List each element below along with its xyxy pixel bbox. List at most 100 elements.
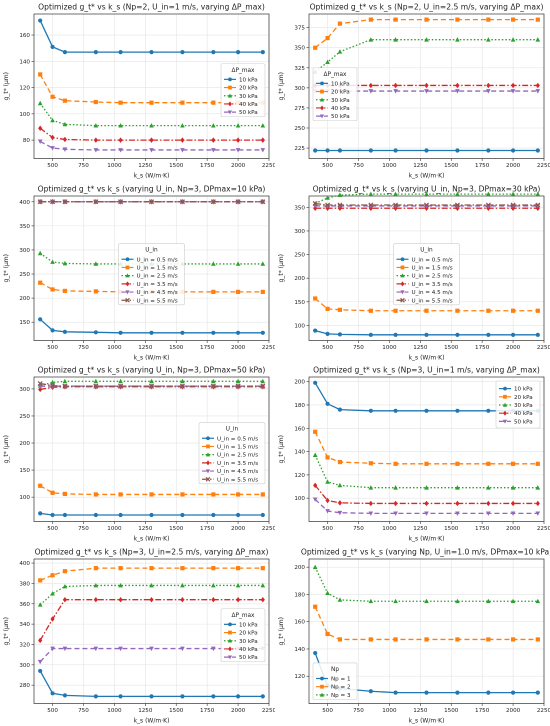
legend: 10 kPa 20 kPa 30 kPa 40 kPa 50 kPa [495,380,541,429]
y-tick-label: 200 [294,380,305,386]
data-point [393,37,398,42]
legend-box [393,242,460,305]
data-point [368,191,374,196]
data-point [486,17,491,22]
y-tick-label: 320 [19,642,30,648]
data-point [118,383,124,389]
data-point [62,121,68,127]
data-point [510,82,516,89]
data-point [50,690,55,695]
legend-label: U_in = 4.5 m/s [137,290,178,296]
data-point [325,509,330,514]
data-point [38,280,43,285]
y-tick-label: 380 [19,581,30,587]
data-point [149,100,154,105]
data-point [260,582,266,587]
data-point [180,330,185,335]
legend-box [312,662,358,700]
data-point [535,511,541,516]
data-point [50,286,55,292]
data-point [118,100,123,105]
data-point [337,148,343,153]
data-point [235,289,241,294]
data-point [180,123,185,128]
x-axis-label: k_s (W/m·K) [134,354,170,361]
data-point [393,636,398,642]
data-point [118,49,123,55]
y-tick-label: 250 [294,126,305,132]
legend: ΔP_max 10 kPa 20 kPa 30 kPa 40 kPa 50 kPa [220,63,266,118]
data-point [424,485,429,490]
data-point [50,327,55,332]
y-tick-label: 280 [19,683,30,689]
legend-marker [319,692,325,697]
x-tick-label: 1500 [444,708,459,714]
data-point [393,500,398,507]
chart-title: Optimized g_t* vs k_s (Np=2, U_in=1 m/s,… [38,3,265,12]
data-point [337,407,343,412]
data-point [455,511,460,516]
y-tick-label: 120 [294,473,305,479]
legend-label: U_in = 2.5 m/s [137,273,178,279]
x-tick-label: 500 [322,163,333,169]
data-point [118,492,123,497]
legend-box [495,380,541,429]
data-point [235,123,241,128]
x-tick-label: 500 [322,526,333,532]
y-tick-label: 350 [294,46,305,52]
data-point [211,596,216,602]
data-point [423,201,430,207]
data-point [50,590,55,595]
data-point [393,89,398,94]
data-point [368,148,373,153]
x-tick-label: 1000 [382,345,397,351]
data-point [535,689,540,695]
data-point [455,461,460,466]
y-axis-label: g_t* (μm) [278,254,285,282]
data-point [118,646,123,651]
data-point [50,512,55,518]
data-point [50,146,55,151]
data-point [235,378,241,384]
data-point [38,72,43,77]
data-point [180,492,185,497]
x-tick-label: 2000 [231,345,246,351]
data-point [260,260,266,266]
data-point [37,659,43,664]
x-tick-label: 2250 [262,708,275,714]
data-point [510,332,516,337]
data-point [260,123,266,128]
x-tick-label: 500 [47,163,58,169]
data-point [211,148,216,153]
data-point [485,201,491,207]
plot-frame [308,558,545,704]
data-point [38,316,43,321]
series-line [315,202,538,206]
y-tick-label: 150 [294,299,305,305]
data-point [325,331,330,336]
y-tick-label: 400 [19,561,30,567]
data-point [313,650,318,655]
legend-marker [228,101,232,107]
legend-label: Np = 2 [331,684,351,690]
data-point [260,198,266,204]
data-point [118,512,123,518]
data-point [235,383,241,389]
y-tick-label: 140 [294,450,305,456]
legend-marker [227,93,233,98]
x-tick-label: 1250 [138,345,153,351]
data-point [211,330,216,335]
data-point [62,49,68,55]
data-point [260,330,265,335]
data-point [50,134,55,141]
data-point [535,500,540,507]
series-line [314,484,538,505]
legend-label: U_in = 2.5 m/s [412,273,453,279]
data-point [337,307,343,312]
data-point [424,308,429,313]
legend-label: U_in = 3.5 m/s [137,281,178,287]
data-point [486,82,491,89]
data-point [149,49,154,55]
data-point [510,461,516,466]
data-point [535,37,541,42]
